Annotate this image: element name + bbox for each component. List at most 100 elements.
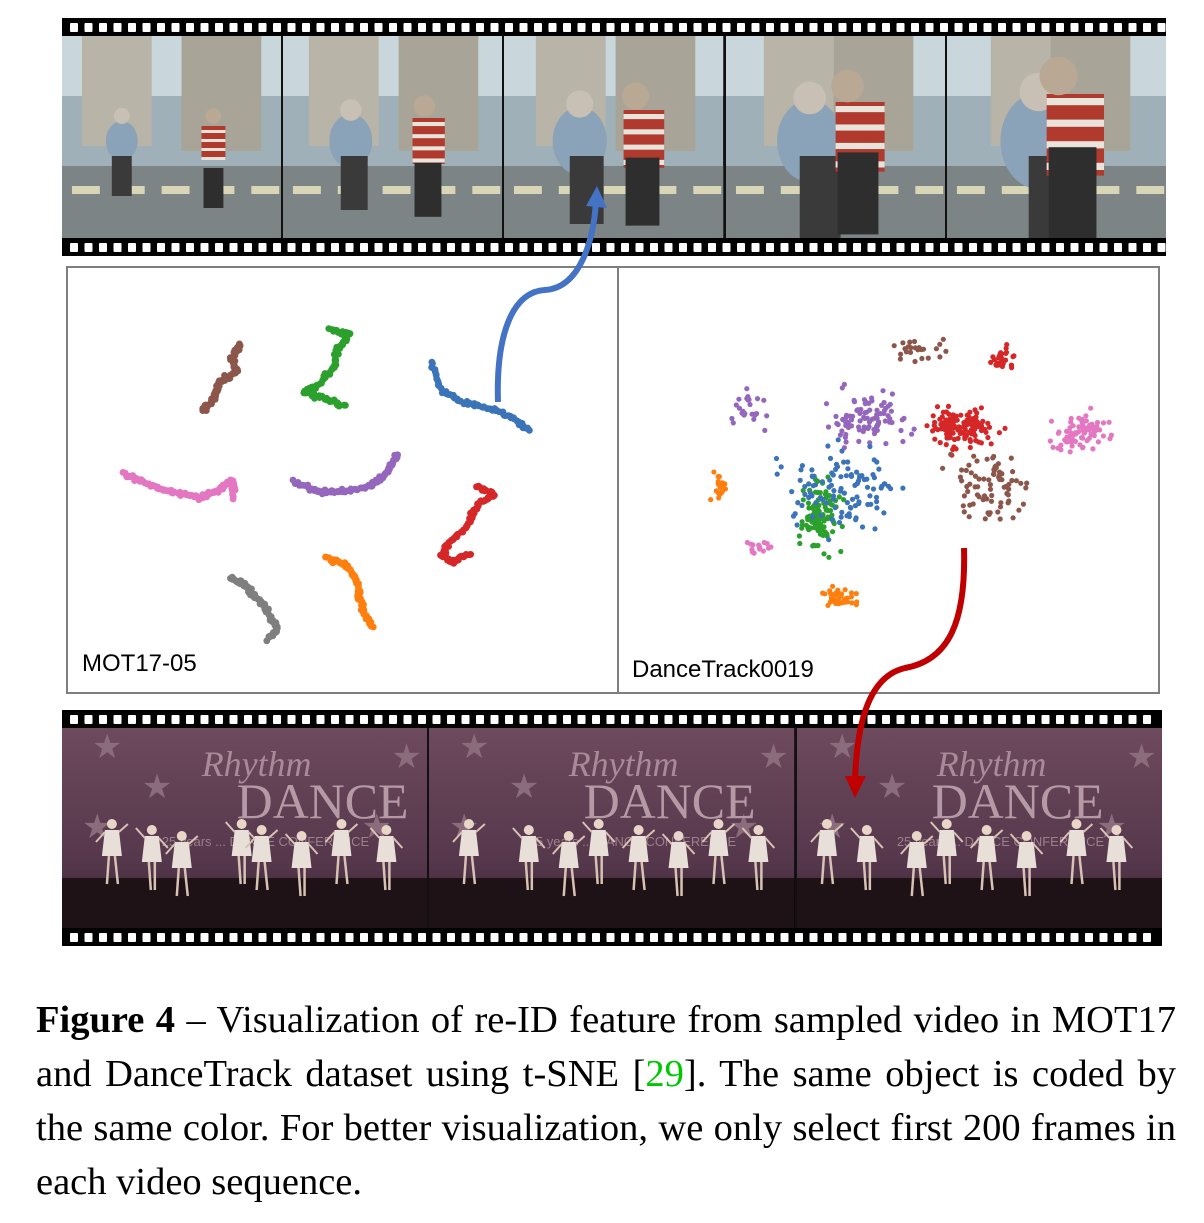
tsne-point: [860, 428, 866, 435]
sprocket-hole: [693, 933, 702, 942]
sprocket-hole: [389, 715, 397, 724]
tsne-point: [1067, 430, 1074, 436]
tsne-point: [1050, 444, 1056, 450]
dancer-figure: [941, 819, 952, 829]
sprocket-hole: [1085, 243, 1093, 252]
tsne-point: [821, 524, 827, 530]
sprocket-hole: [128, 933, 136, 942]
tsne-point: [822, 591, 828, 597]
sprocket-hole: [940, 715, 948, 724]
sprocket-hole: [664, 243, 673, 252]
tsne-point: [972, 473, 978, 479]
star-decoration: ★: [391, 737, 421, 777]
sprocket-hole: [577, 243, 586, 252]
tsne-point: [199, 405, 207, 412]
sprocket-hole: [577, 23, 586, 32]
tsne-point: [263, 637, 271, 645]
sprocket-hole: [592, 23, 600, 32]
sprocket-hole: [882, 715, 890, 724]
sprocket-hole: [766, 933, 774, 942]
sprocket-hole: [1085, 933, 1093, 942]
sprocket-hole: [911, 715, 919, 724]
sprocket-hole: [99, 933, 107, 942]
sprocket-hole: [244, 23, 252, 32]
tsne-point: [708, 497, 714, 503]
sprocket-hole: [447, 715, 455, 724]
tsne-point: [1010, 469, 1016, 475]
sprocket-hole: [882, 23, 890, 32]
sprocket-hole: [911, 243, 919, 252]
sprocket-hole: [1070, 933, 1079, 942]
street-frame: [504, 36, 726, 238]
dancetrack-tsne-plot: [708, 336, 1114, 608]
tsne-point: [987, 482, 993, 488]
tsne-point: [971, 453, 977, 459]
tsne-point: [891, 343, 897, 349]
tsne-point: [839, 448, 845, 454]
sprocket-hole: [1012, 243, 1021, 252]
caption-text-2: ]. The same object is coded by the same …: [36, 1053, 1176, 1203]
sprocket-hole: [389, 23, 397, 32]
tsne-point: [985, 510, 991, 516]
tsne-point: [874, 505, 880, 511]
sprocket-hole: [1128, 243, 1137, 252]
tsne-point: [812, 482, 819, 488]
tsne-point: [887, 401, 893, 407]
sprocket-hole: [534, 715, 542, 724]
tsne-point: [817, 495, 824, 501]
tsne-point: [907, 349, 914, 355]
tsne-point: [857, 418, 863, 424]
tsne-point: [761, 539, 767, 546]
sprocket-hole: [1041, 933, 1050, 942]
sprocket-hole: [447, 933, 455, 942]
sprocket-hole: [940, 933, 948, 942]
sprocket-hole: [1027, 933, 1035, 942]
sprocket-hole: [84, 23, 93, 32]
sprocket-hole: [403, 243, 412, 252]
sprocket-hole: [1070, 715, 1079, 724]
tsne-point: [919, 355, 925, 362]
tsne-point: [802, 491, 808, 497]
sprocket-hole: [969, 933, 977, 942]
citation-link[interactable]: 29: [645, 1053, 684, 1095]
tsne-point: [835, 590, 841, 596]
tsne-point: [901, 415, 907, 421]
tsne-point: [1004, 490, 1010, 497]
tsne-point: [883, 405, 889, 411]
tsne-point: [821, 551, 827, 557]
tsne-point: [943, 442, 949, 448]
tsne-point: [823, 507, 829, 513]
tsne-point: [806, 481, 812, 487]
dancer-figure: [256, 825, 267, 835]
tsne-point: [749, 546, 755, 553]
tsne-point: [897, 356, 903, 362]
dancer-figure: [1021, 831, 1032, 841]
tsne-point: [1010, 515, 1016, 521]
sprocket-hole: [606, 243, 615, 252]
tsne-point: [1086, 427, 1092, 433]
tsne-point: [845, 466, 851, 472]
tsne-point: [836, 519, 843, 526]
tsne-point: [800, 487, 806, 494]
tsne-point: [826, 492, 832, 499]
sprocket-hole: [490, 243, 499, 252]
tsne-point: [1069, 443, 1075, 449]
tsne-point: [995, 362, 1001, 368]
tsne-point: [943, 348, 949, 354]
sprocket-hole: [1099, 933, 1108, 942]
tsne-point: [1009, 477, 1015, 484]
sprocket-hole: [345, 715, 354, 724]
tsne-point: [848, 590, 855, 596]
sprocket-hole: [316, 243, 325, 252]
tsne-point: [830, 493, 837, 499]
banner-dance-text: DANCE: [237, 773, 409, 829]
sprocket-hole: [983, 23, 992, 32]
star-decoration: ★: [142, 767, 172, 807]
film-sprocket-holes-bottom: [70, 933, 1151, 942]
tsne-point: [911, 338, 918, 345]
sprocket-hole: [461, 243, 470, 252]
tsne-point: [937, 440, 943, 446]
tsne-point: [1010, 354, 1016, 360]
sprocket-hole: [1143, 715, 1151, 724]
tsne-point: [798, 467, 804, 473]
